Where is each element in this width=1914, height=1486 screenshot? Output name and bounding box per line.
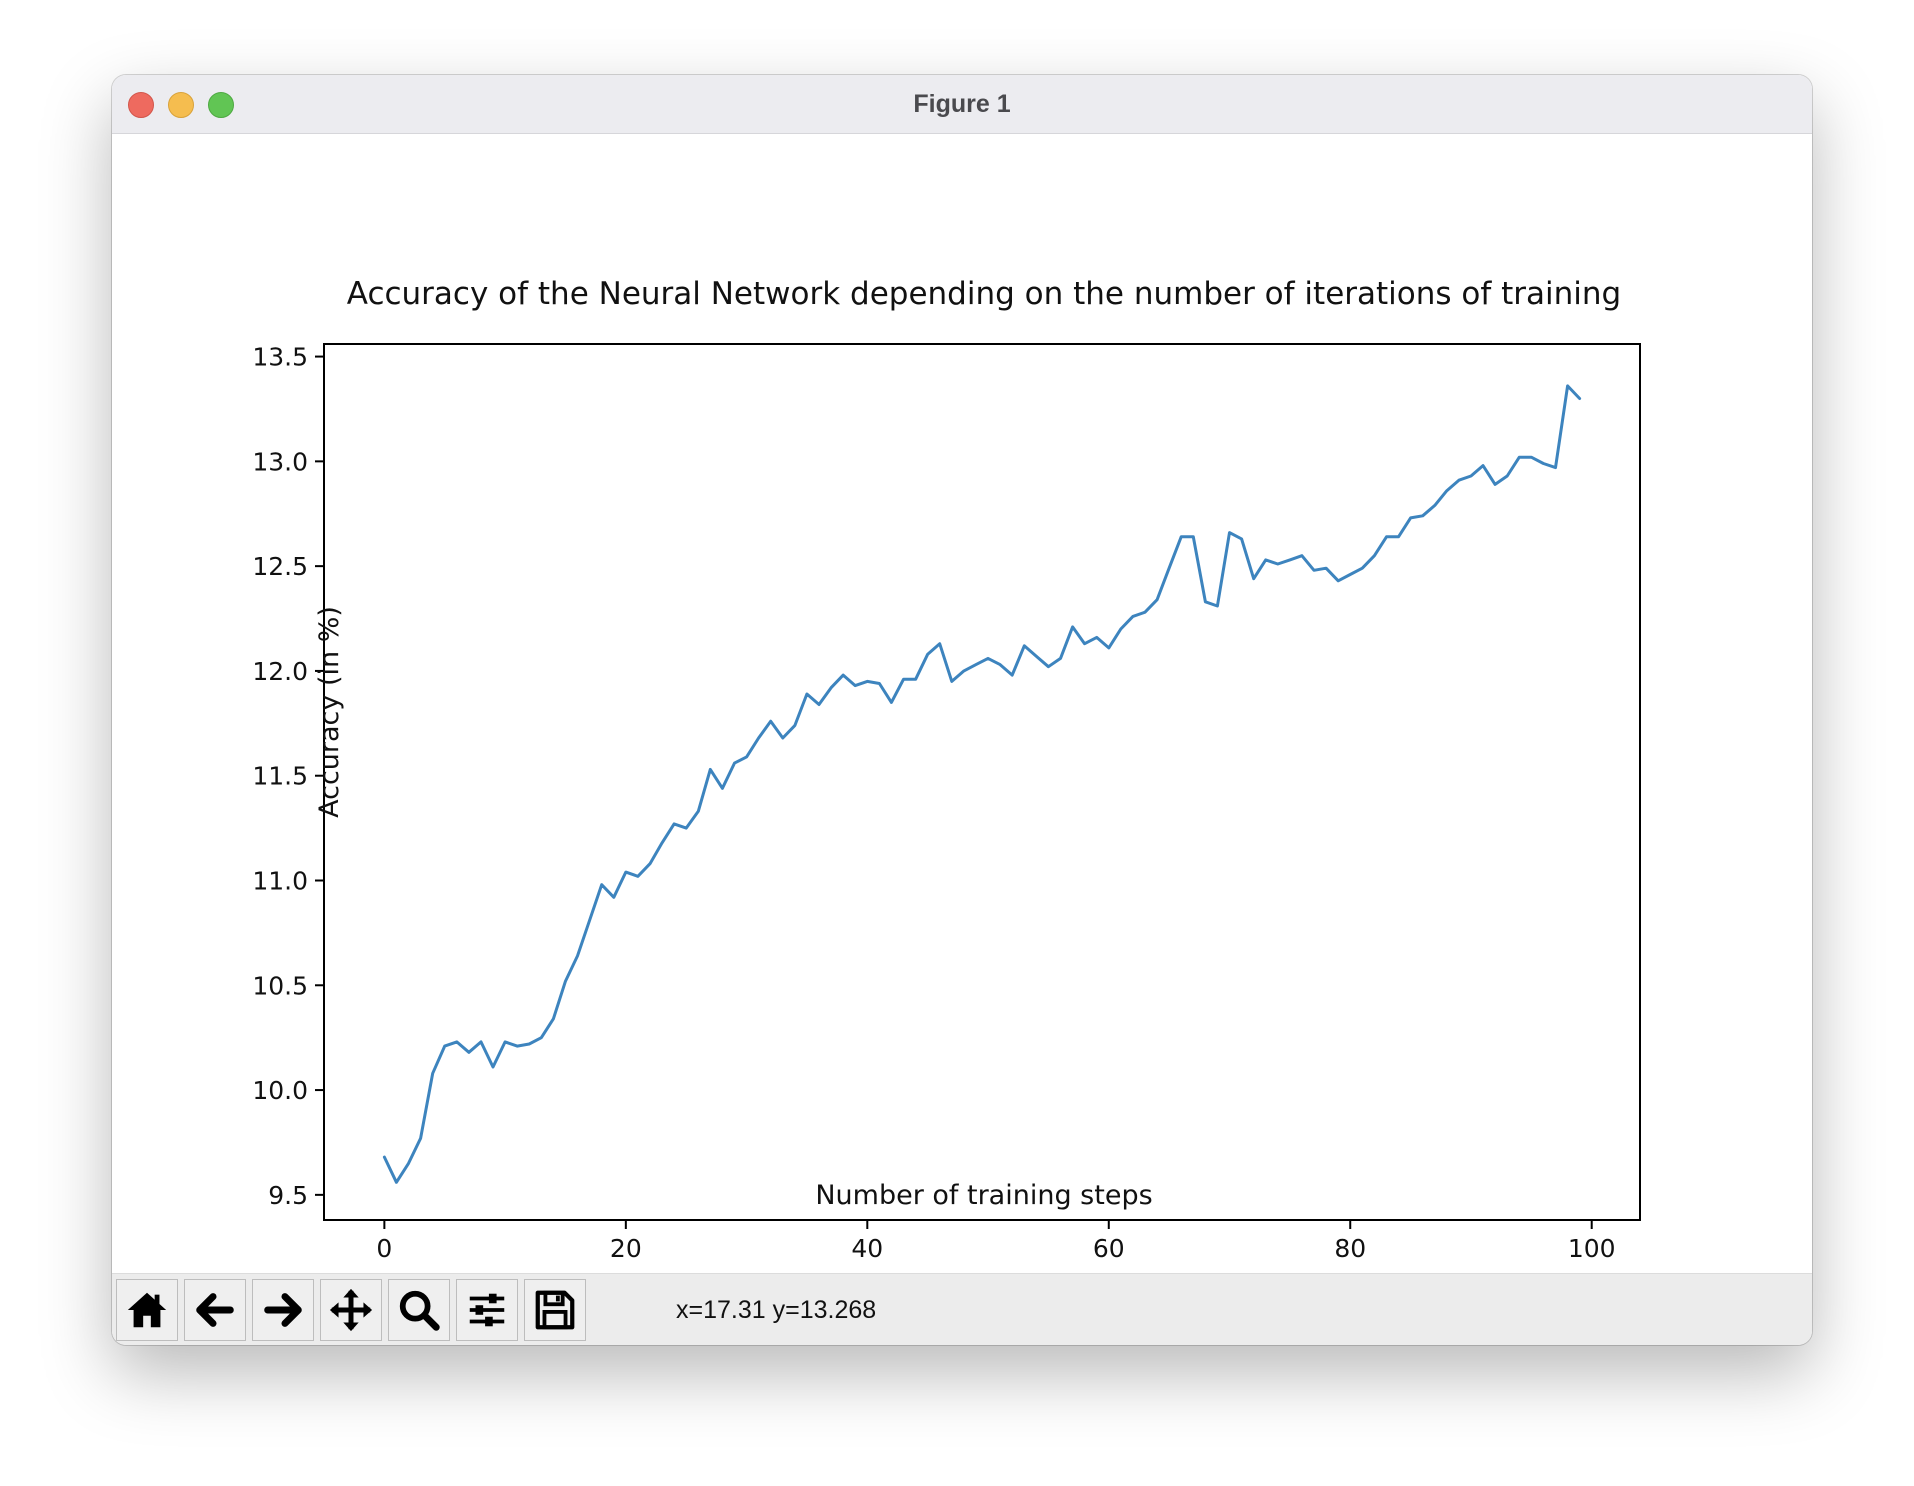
figure-window: Figure 1 Accuracy of the Neural Network …	[112, 75, 1812, 1345]
line-chart[interactable]: Accuracy of the Neural Network depending…	[112, 134, 1812, 1272]
axis-ticks: 0 20 40 60 80 100 9.5 10.0 10.5 11.0 11.5 12.0 12.5 1…	[252, 343, 1615, 1263]
x-tick-label: 60	[1093, 1234, 1125, 1263]
maximize-window-button[interactable]	[208, 92, 234, 118]
y-tick-label: 12.5	[252, 552, 308, 581]
y-tick-label: 11.0	[252, 866, 308, 895]
y-tick-label: 11.5	[252, 762, 308, 791]
y-tick-label: 12.0	[252, 657, 308, 686]
close-window-button[interactable]	[128, 92, 154, 118]
configure-subplots-button[interactable]	[456, 1279, 518, 1341]
data-points	[384, 386, 1579, 1183]
x-tick-label: 80	[1334, 1234, 1366, 1263]
arrow-left-icon	[196, 1293, 234, 1327]
forward-button[interactable]	[252, 1279, 314, 1341]
x-tick-label: 0	[376, 1234, 392, 1263]
sliders-icon	[469, 1293, 505, 1327]
y-tick-label: 13.5	[252, 343, 308, 372]
y-tick-label: 10.5	[252, 971, 308, 1000]
x-tick-label: 20	[610, 1234, 642, 1263]
chart-title: Accuracy of the Neural Network depending…	[347, 276, 1621, 312]
y-axis-label: Accuracy (in %)	[314, 606, 345, 818]
plot-area-frame	[323, 343, 1641, 1221]
move-icon	[329, 1288, 373, 1332]
floppy-disk-icon	[535, 1290, 575, 1330]
x-tick-label: 40	[851, 1234, 883, 1263]
y-tick-label: 9.5	[268, 1181, 308, 1210]
y-tick-label: 13.0	[252, 447, 308, 476]
back-button[interactable]	[184, 1279, 246, 1341]
title-bar[interactable]: Figure 1	[112, 75, 1812, 134]
zoom-button[interactable]	[388, 1279, 450, 1341]
home-button[interactable]	[116, 1279, 178, 1341]
cursor-coordinates: x=17.31 y=13.268	[676, 1296, 877, 1324]
navigation-toolbar: x=17.31 y=13.268	[112, 1273, 1812, 1345]
home-icon	[127, 1292, 167, 1328]
series-line-accuracy	[382, 384, 1582, 1184]
minimize-window-button[interactable]	[168, 92, 194, 118]
x-tick-label: 100	[1568, 1234, 1616, 1263]
pan-button[interactable]	[320, 1279, 382, 1341]
arrow-right-icon	[264, 1293, 302, 1327]
save-button[interactable]	[524, 1279, 586, 1341]
magnifier-icon	[399, 1290, 440, 1331]
window-title: Figure 1	[913, 90, 1011, 118]
y-tick-label: 10.0	[252, 1076, 308, 1105]
x-axis-label: Number of training steps	[815, 1180, 1152, 1211]
